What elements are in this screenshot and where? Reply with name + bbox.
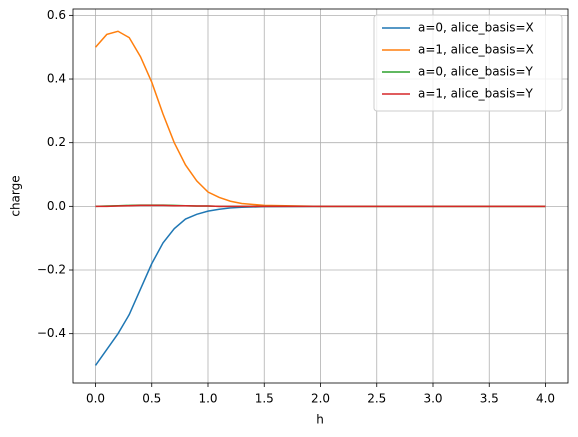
- x-axis-label: h: [316, 413, 324, 427]
- legend-label: a=0, alice_basis=Y: [418, 65, 534, 79]
- y-tick-label: 0.0: [47, 199, 66, 213]
- y-tick-label: 0.4: [47, 72, 66, 86]
- x-tick-label: 2.0: [311, 392, 330, 406]
- x-tick-label: 0.5: [142, 392, 161, 406]
- y-axis-label: charge: [9, 175, 23, 216]
- y-tick-label: −0.4: [37, 326, 66, 340]
- x-tick-label: 0.0: [86, 392, 105, 406]
- series-line: [94, 30, 546, 208]
- legend-box: [373, 14, 563, 112]
- x-tick-label: 1.5: [255, 392, 274, 406]
- legend: a=0, alice_basis=X a=1, alice_basis=X a=0,…: [373, 14, 563, 112]
- y-tick-label: −0.2: [37, 263, 66, 277]
- x-tick-label: 2.5: [367, 392, 386, 406]
- y-tick-label: 0.6: [47, 8, 66, 22]
- legend-label: a=1, alice_basis=Y: [418, 87, 534, 101]
- plot-frame: [72, 8, 569, 384]
- x-tick-label: 4.0: [536, 392, 555, 406]
- x-tick-label: 1.0: [198, 392, 217, 406]
- x-tick-label: 3.0: [423, 392, 442, 406]
- y-tick-label: 0.2: [47, 135, 66, 149]
- series-line: [95, 204, 546, 208]
- x-tick-label: 3.5: [480, 392, 499, 406]
- legend-label: a=1, alice_basis=X: [418, 43, 534, 57]
- legend-label: a=0, alice_basis=X: [418, 21, 534, 35]
